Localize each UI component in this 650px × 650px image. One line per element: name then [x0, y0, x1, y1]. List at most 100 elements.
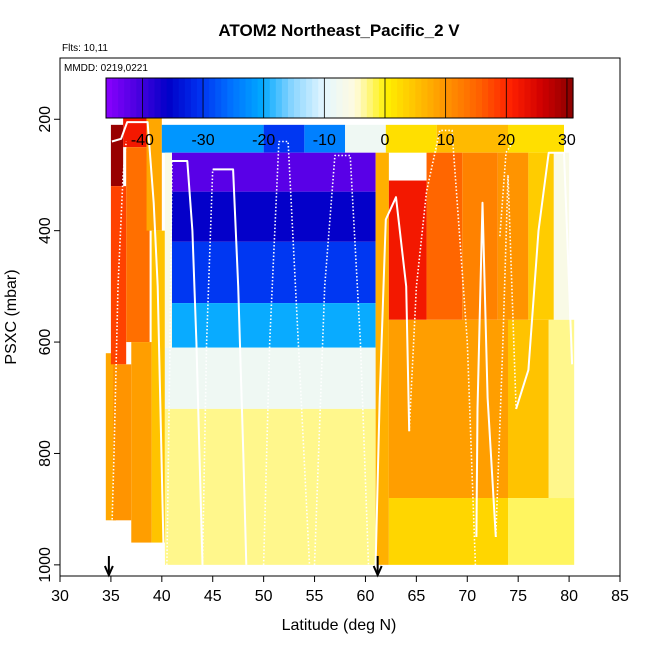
- colorbar-swatch-67: [512, 78, 520, 118]
- colorbar-swatch-76: [566, 78, 574, 118]
- flight-track-9: [408, 129, 477, 565]
- colorbar-swatch-7: [148, 78, 156, 118]
- x-tick-label-65: 65: [407, 588, 425, 605]
- colorbar-swatch-21: [233, 78, 241, 118]
- start-markers: [103, 556, 383, 578]
- heatmap-cell-15: [508, 124, 564, 153]
- colorbar-swatch-29: [281, 78, 289, 118]
- heatmap-cell-1: [110, 124, 124, 187]
- colorbar-swatch-70: [530, 78, 538, 118]
- colorbar-swatch-2: [118, 78, 125, 118]
- colorbar-frame: [105, 77, 574, 119]
- heatmap-cell-2: [110, 186, 127, 365]
- x-tick-label-85: 85: [611, 588, 629, 605]
- colorbar-swatch-51: [415, 78, 422, 118]
- x-axis-label: Latitude (deg N): [282, 617, 397, 634]
- flight-track-4: [212, 168, 248, 565]
- heatmap-cell-32: [548, 319, 575, 499]
- colorbar-swatch-72: [542, 78, 550, 118]
- colorbar-swatch-1: [112, 78, 119, 118]
- colorbar-swatch-75: [560, 78, 568, 118]
- heatmap-cell-25: [426, 152, 463, 320]
- colorbar-swatch-28: [275, 78, 283, 118]
- colorbar-swatch-27: [269, 78, 277, 118]
- colorbar-tick-label-30: 30: [558, 132, 576, 149]
- heatmap-cell-22: [164, 408, 376, 565]
- colorbar-swatch-42: [360, 78, 368, 118]
- colorbar-swatch-13: [184, 78, 192, 118]
- heatmap-cell-11: [304, 124, 346, 153]
- flight-track-7: [313, 154, 370, 565]
- heatmap-cell-18: [172, 241, 376, 304]
- flight-track-0: [111, 121, 165, 565]
- heatmap-cell-17: [172, 191, 376, 242]
- colorbar-swatch-69: [524, 78, 532, 118]
- colorbar-tick-label-0: 0: [381, 132, 390, 149]
- flight-tracks: [110, 121, 574, 565]
- colorbar-tick-label--30: -30: [191, 132, 214, 149]
- colorbar-swatch-14: [190, 78, 198, 118]
- x-tick-label-60: 60: [357, 588, 375, 605]
- colorbar-swatch-50: [409, 78, 416, 118]
- heatmap-cell-9: [161, 124, 264, 153]
- colorbar-swatch-59: [463, 78, 471, 118]
- colorbar-swatch-3: [124, 78, 131, 118]
- flight-track-10: [475, 201, 497, 538]
- colorbar-swatch-74: [554, 78, 562, 118]
- colorbar-swatch-52: [421, 78, 429, 118]
- heatmap-cell-12: [345, 124, 386, 153]
- colorbar-tick-label-20: 20: [497, 132, 515, 149]
- colorbar-swatch-31: [294, 78, 301, 118]
- colorbar-swatch-53: [427, 78, 435, 118]
- y-axis-label: PSXC (mbar): [3, 269, 20, 364]
- x-axis: 30 35 40 45 50 55 60 65 70 75 80 85: [51, 575, 629, 605]
- flight-11-start-arrow-head: [372, 565, 383, 578]
- colorbar-swatch-49: [403, 78, 410, 118]
- colorbar-swatch-38: [336, 78, 344, 118]
- colorbar-swatch-63: [488, 78, 495, 118]
- y-tick-label-800: 800: [37, 440, 54, 467]
- colorbar-swatch-10: [166, 78, 174, 118]
- colorbar-swatch-12: [178, 78, 186, 118]
- colorbar-swatch-71: [536, 78, 544, 118]
- colorbar-swatch-4: [130, 78, 137, 118]
- colorbar-swatch-33: [306, 78, 313, 118]
- heatmap-cell-24: [388, 180, 427, 320]
- heatmap-cell-21: [164, 347, 376, 409]
- heatmap-cell-13: [385, 124, 437, 153]
- heatmap-cell-28: [528, 152, 554, 320]
- colorbar-swatch-47: [391, 78, 398, 118]
- heatmap-cell-6: [131, 342, 152, 543]
- colorbar-swatch-57: [451, 78, 459, 118]
- colorbar-swatch-66: [506, 78, 513, 118]
- colorbar-swatch-58: [457, 78, 465, 118]
- colorbar-swatch-44: [372, 78, 380, 118]
- colorbar-swatch-9: [160, 78, 168, 118]
- colorbar-tick-label--20: -20: [252, 132, 275, 149]
- colorbar-swatch-16: [203, 78, 210, 118]
- colorbar-swatch-43: [366, 78, 374, 118]
- x-tick-label-50: 50: [255, 588, 273, 605]
- colorbar-tick-label--10: -10: [313, 132, 336, 149]
- colorbar-swatch-45: [378, 78, 386, 118]
- heatmap-cell-33: [388, 498, 508, 565]
- colorbar-swatch-36: [324, 78, 332, 118]
- y-tick-label-1000: 1000: [37, 547, 54, 583]
- colorbar: -40 -30 -20 -10 0 10 20 30: [105, 77, 576, 149]
- colorbar-swatch-62: [482, 78, 489, 118]
- colorbar-tick-label--40: -40: [131, 132, 154, 149]
- y-axis: 200 400 600 800 1000: [37, 106, 61, 583]
- x-tick-label-80: 80: [560, 588, 578, 605]
- colorbar-swatch-65: [500, 78, 507, 118]
- colorbar-swatch-30: [287, 78, 295, 118]
- heatmap-cell-3: [112, 364, 132, 521]
- colorbar-swatch-37: [330, 78, 338, 118]
- colorbar-swatch-5: [136, 78, 143, 118]
- colorbar-swatch-26: [263, 78, 271, 118]
- flight-10-start-arrow-head: [103, 565, 114, 578]
- colorbar-swatch-48: [397, 78, 404, 118]
- colorbar-swatch-32: [300, 78, 307, 118]
- x-tick-label-45: 45: [204, 588, 222, 605]
- colorbar-swatch-8: [154, 78, 162, 118]
- x-tick-label-75: 75: [509, 588, 527, 605]
